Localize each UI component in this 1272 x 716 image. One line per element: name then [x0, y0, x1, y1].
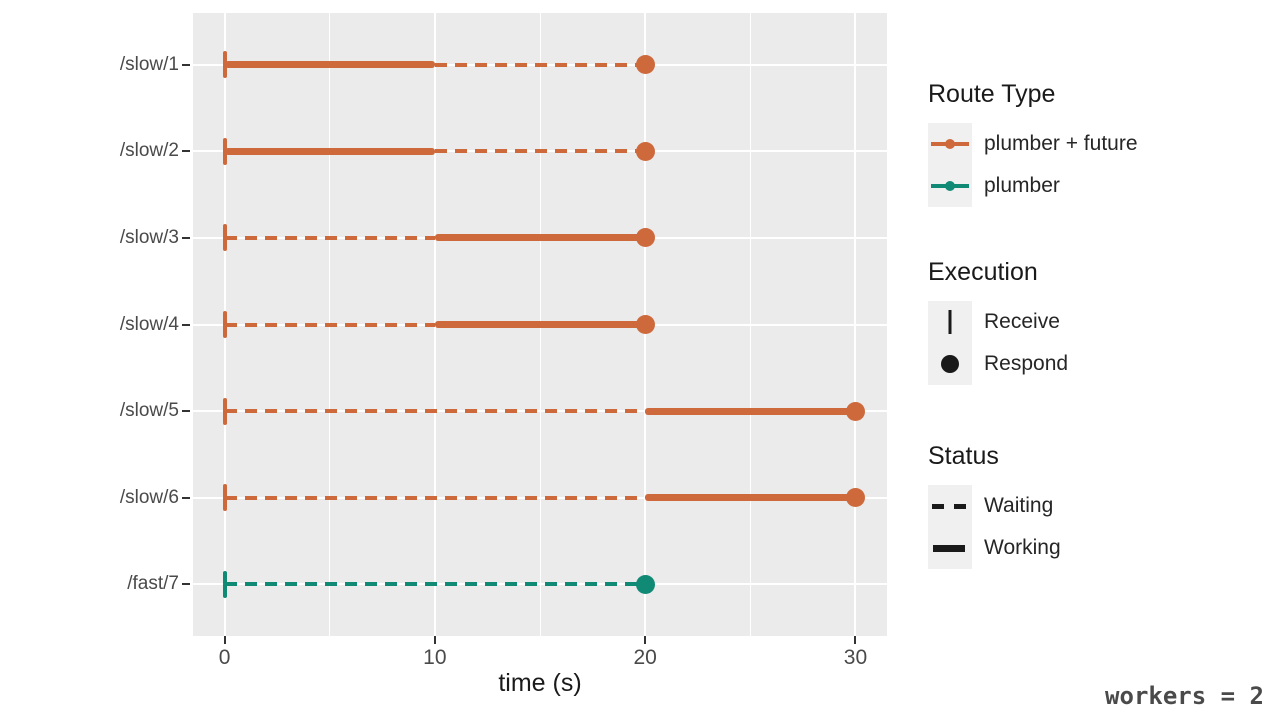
legend-entry-plumber-future: plumber + future	[928, 123, 1138, 165]
x-axis-tick-label: 30	[843, 646, 868, 669]
receive-tick	[222, 570, 227, 598]
waiting-segment	[224, 322, 435, 327]
respond-dot-icon	[941, 355, 959, 373]
y-axis-ticks	[182, 13, 190, 636]
legend-key	[928, 123, 972, 165]
legend-label: Receive	[984, 310, 1060, 333]
y-axis-tick-mark	[182, 63, 190, 66]
legend-title-route-type: Route Type	[928, 80, 1056, 108]
y-axis-labels: /slow/1/slow/2/slow/3/slow/4/slow/5/slow…	[0, 13, 179, 636]
legend-title-status: Status	[928, 442, 999, 470]
legend-entry-working: Working	[928, 527, 1061, 569]
working-segment	[434, 321, 646, 328]
legend-entry-plumber: plumber	[928, 165, 1138, 207]
route-dot-icon	[945, 139, 955, 149]
waiting-segment	[434, 149, 646, 154]
x-axis-tick-label: 0	[218, 646, 231, 669]
x-axis-tick-mark	[854, 636, 857, 644]
working-segment	[434, 234, 646, 242]
respond-dot	[635, 141, 655, 161]
route-dot-icon	[945, 181, 955, 191]
respond-dot	[635, 315, 655, 334]
plot-panel	[193, 13, 887, 636]
legend-group-execution: Execution Receive Respond	[928, 258, 1068, 385]
waiting-segment	[224, 495, 646, 500]
x-axis-tick-label: 10	[423, 646, 447, 669]
legend-key	[928, 343, 972, 385]
receive-tick	[222, 397, 227, 425]
y-axis-label: /fast/7	[127, 573, 179, 595]
receive-tick-icon	[948, 310, 952, 334]
y-axis-label: /slow/3	[119, 226, 179, 248]
receive-tick	[222, 224, 227, 252]
legend-title-execution: Execution	[928, 258, 1038, 286]
y-axis-label: /slow/1	[119, 53, 179, 75]
waiting-segment	[434, 62, 646, 67]
waiting-segment	[224, 582, 646, 587]
legend-entry-respond: Respond	[928, 343, 1068, 385]
legend-group-route-type: Route Type plumber + future plumber	[928, 80, 1138, 207]
legend-label: plumber + future	[984, 132, 1138, 155]
legend-key	[928, 485, 972, 527]
respond-dot	[635, 55, 655, 75]
legend-key	[928, 165, 972, 207]
legend-key	[928, 527, 972, 569]
legend-entry-waiting: Waiting	[928, 485, 1061, 527]
respond-dot	[635, 228, 655, 248]
receive-tick	[222, 137, 227, 165]
y-axis-tick-mark	[182, 323, 190, 326]
y-axis-tick-mark	[182, 410, 190, 413]
legend-entry-receive: Receive	[928, 301, 1068, 343]
legend-label: Working	[984, 536, 1061, 559]
dashed-line-icon	[932, 503, 968, 509]
x-axis-tick-mark	[644, 636, 647, 644]
y-axis-tick-mark	[182, 150, 190, 153]
waiting-segment	[224, 235, 435, 240]
gridline-minor	[749, 13, 751, 636]
y-axis-label: /slow/4	[119, 313, 179, 335]
legend-label: plumber	[984, 174, 1060, 197]
working-segment	[645, 407, 856, 415]
x-axis: 0 10 20 30	[193, 636, 887, 686]
x-axis-title: time (s)	[498, 669, 582, 697]
x-axis-tick-label: 20	[633, 646, 657, 669]
legend-label: Waiting	[984, 494, 1054, 517]
receive-tick	[222, 51, 227, 79]
receive-tick	[222, 484, 227, 512]
respond-dot	[635, 574, 655, 594]
respond-dot	[845, 401, 865, 421]
working-segment	[645, 494, 856, 502]
y-axis-label: /slow/6	[119, 486, 179, 508]
receive-tick	[222, 311, 227, 338]
legend-group-status: Status Waiting Working	[928, 442, 1061, 569]
x-axis-tick-mark	[433, 636, 436, 644]
y-axis-label: /slow/5	[119, 400, 179, 422]
legend-label: Respond	[984, 352, 1069, 375]
y-axis-tick-mark	[182, 583, 190, 586]
working-segment	[224, 61, 435, 69]
workers-caption: workers = 2	[1105, 682, 1264, 710]
solid-line-icon	[933, 544, 965, 552]
y-axis-tick-mark	[182, 496, 190, 499]
respond-dot	[845, 488, 865, 508]
gridline-major	[854, 13, 857, 636]
x-axis-tick-mark	[223, 636, 226, 644]
y-axis-label: /slow/2	[119, 140, 179, 162]
waiting-segment	[224, 409, 646, 414]
y-axis-tick-mark	[182, 236, 190, 239]
legend-key	[928, 301, 972, 343]
working-segment	[224, 147, 435, 155]
